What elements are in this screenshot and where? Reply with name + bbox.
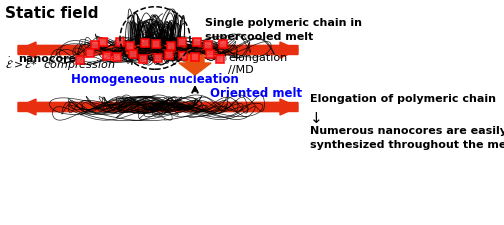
Bar [141,40,149,48]
Bar [204,42,212,50]
Bar [206,51,214,59]
Text: nanocores: nanocores [18,54,83,64]
Bar [99,39,107,47]
Bar [154,55,162,63]
Bar [103,53,111,61]
FancyArrow shape [18,43,298,59]
Text: Oriented melt: Oriented melt [210,87,302,99]
Bar [216,56,224,64]
Bar [193,39,201,47]
Polygon shape [179,56,211,76]
Bar [167,43,175,51]
Bar [129,51,137,59]
Bar [86,50,94,58]
Bar [139,56,147,64]
Bar [113,54,121,62]
Text: ↓: ↓ [310,111,323,126]
Text: elongation
//MD: elongation //MD [228,53,287,75]
Bar [179,53,187,61]
Text: Elongation of polymeric chain: Elongation of polymeric chain [310,94,496,104]
Bar [126,43,134,51]
FancyArrow shape [18,99,298,115]
Bar [91,42,99,50]
FancyArrow shape [18,43,298,59]
Bar [178,39,186,47]
Bar [191,54,199,62]
Text: $\dot{\mathcal{E}}>\dot{\mathcal{E}}$*  compression: $\dot{\mathcal{E}}>\dot{\mathcal{E}}$* c… [5,55,115,72]
Text: Static field: Static field [5,6,98,21]
Bar [165,52,173,60]
Bar [219,41,227,49]
Text: Homogeneous nucleation: Homogeneous nucleation [71,73,239,86]
Bar [116,39,124,47]
Bar [76,57,84,65]
Text: Numerous nanocores are easily
synthesized throughout the melt.: Numerous nanocores are easily synthesize… [310,126,504,149]
FancyArrow shape [18,99,298,115]
Bar [152,41,160,49]
Text: Single polymeric chain in
supercooled melt: Single polymeric chain in supercooled me… [205,18,362,41]
